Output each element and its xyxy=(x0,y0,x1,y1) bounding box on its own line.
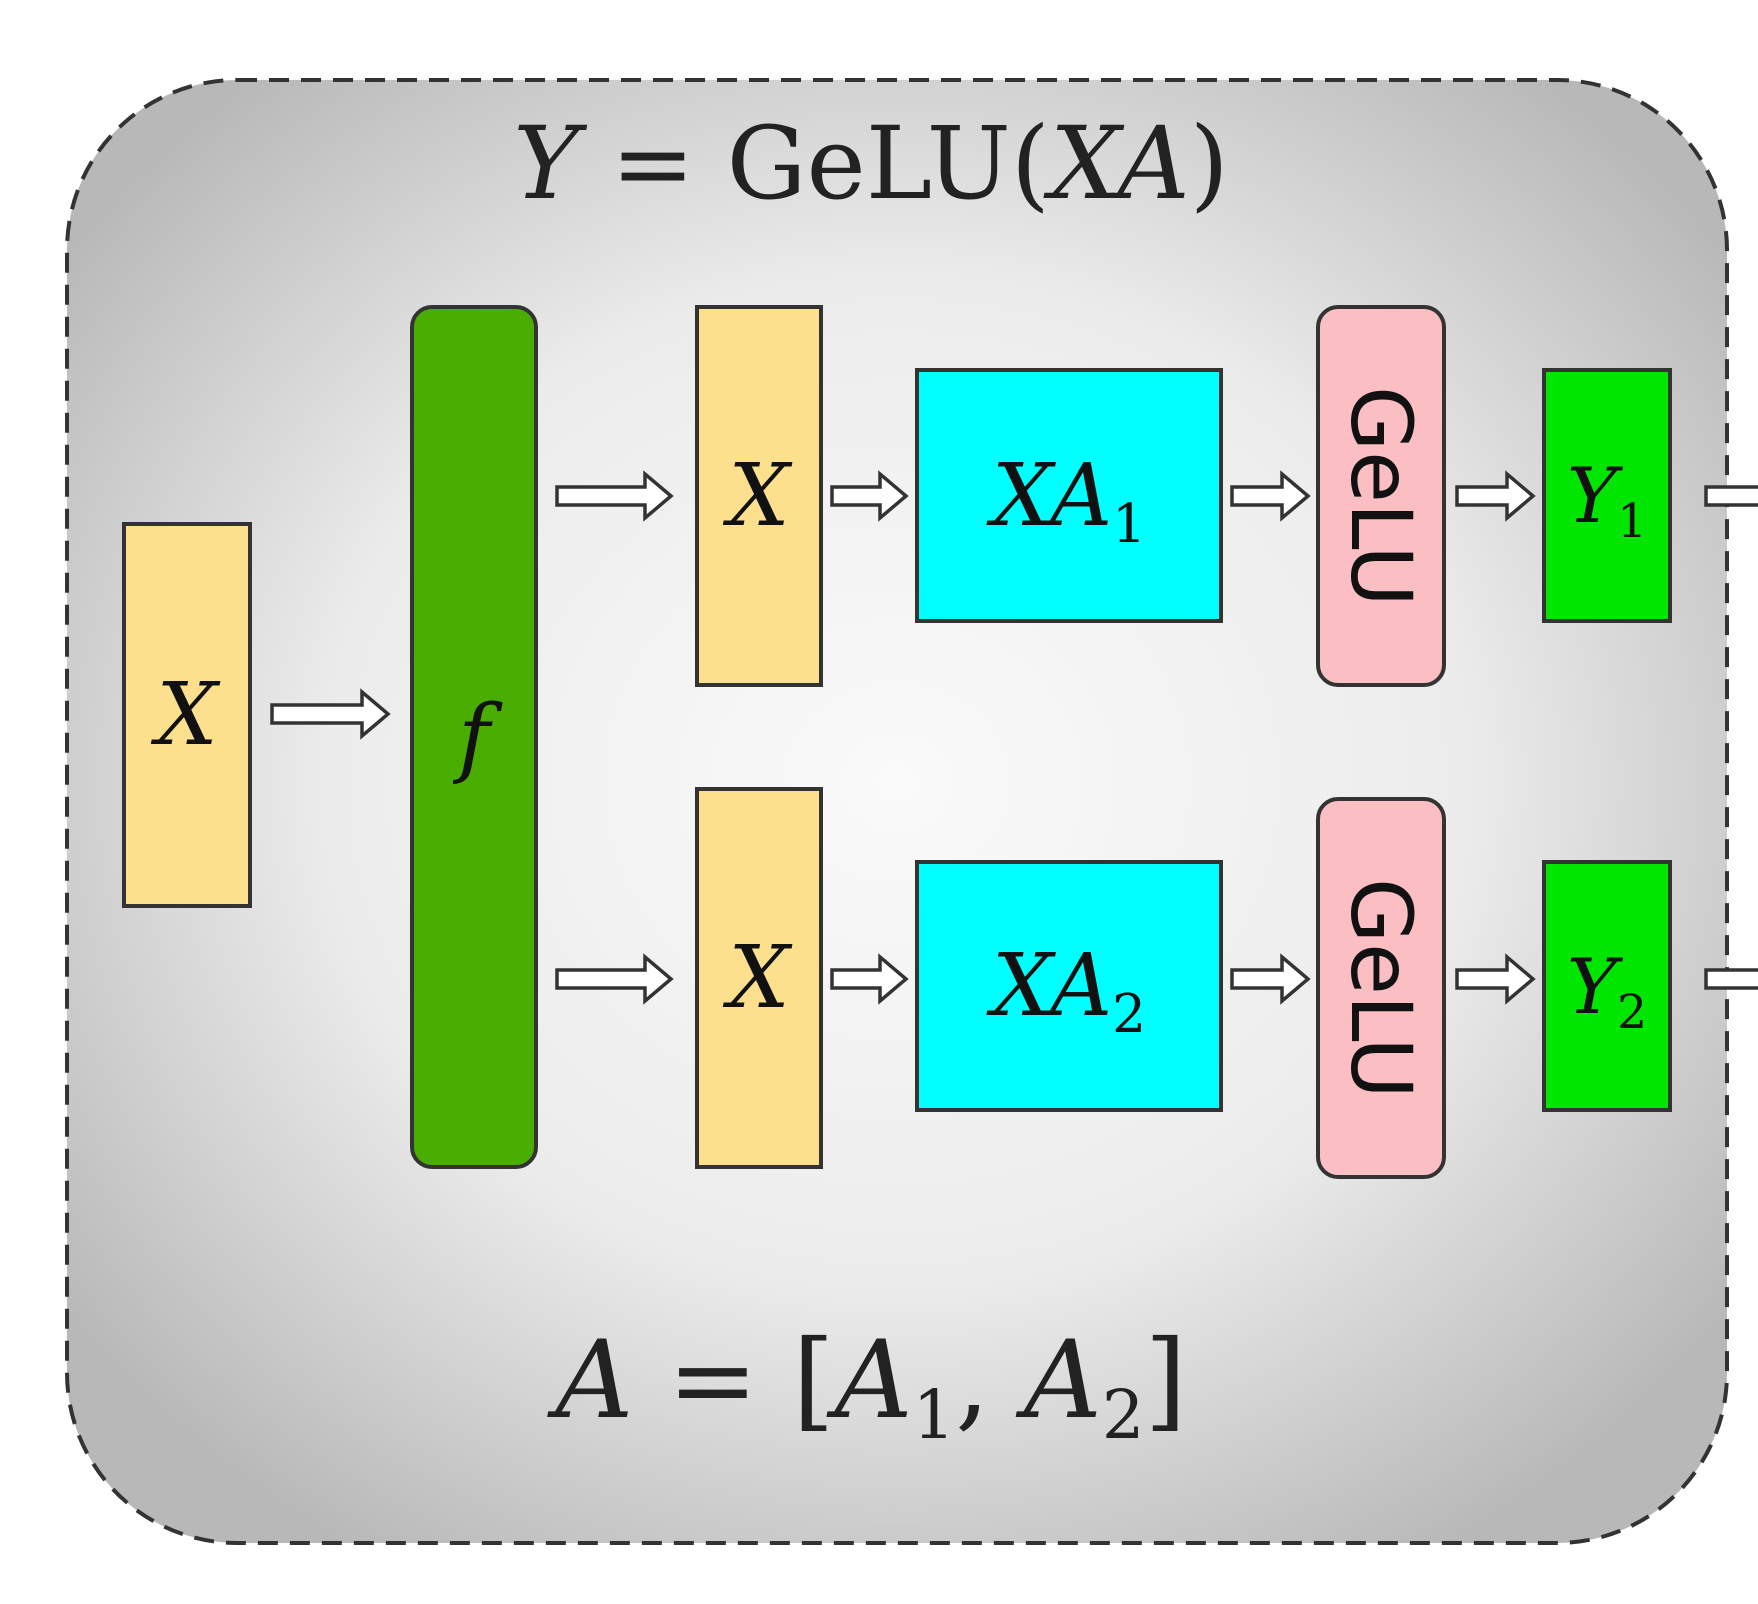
branch1-matmul-box: XA1 xyxy=(915,368,1223,623)
arrow-x1-to-xa1 xyxy=(830,470,909,522)
branch1-x-label: X xyxy=(728,446,790,546)
branch1-gelu-box: GeLU xyxy=(1316,305,1446,687)
input-x-label: X xyxy=(156,665,218,765)
eq-bottom-lhs: A xyxy=(555,1318,634,1443)
input-x-box: X xyxy=(122,522,252,908)
branch2-output-sub: 2 xyxy=(1617,984,1648,1040)
branch1-output-label: Y xyxy=(1566,451,1618,540)
branch2-matmul-sub: 2 xyxy=(1112,983,1147,1046)
branch2-matmul-label: XA xyxy=(991,936,1113,1036)
split-f-label: f xyxy=(458,687,490,787)
branch1-matmul-label: XA xyxy=(991,445,1113,546)
eq-bottom-op: = xyxy=(667,1318,759,1443)
eq-bottom-a2: A xyxy=(1023,1318,1102,1443)
branch1-output-sub: 1 xyxy=(1617,494,1648,550)
arrow-y2-out xyxy=(1704,968,1758,990)
eq-bottom-a1: A xyxy=(834,1318,913,1443)
branch1-output-box: Y1 xyxy=(1542,368,1672,623)
arrow-gelu1-to-y1 xyxy=(1455,470,1536,522)
branch1-matmul-sub: 1 xyxy=(1112,492,1147,555)
branch2-matmul-box: XA2 xyxy=(915,860,1223,1112)
split-f-box: f xyxy=(410,305,538,1169)
top-equation: Y = GeLU(XA) xyxy=(513,105,1229,222)
branch2-x-box: X xyxy=(695,787,823,1169)
arrow-xa1-to-gelu1 xyxy=(1230,470,1311,522)
branch2-gelu-box: GeLU xyxy=(1316,797,1446,1179)
eq-bottom-a1-sub: 1 xyxy=(912,1376,956,1455)
branch2-gelu-label: GeLU xyxy=(1332,877,1430,1099)
branch1-x-box: X xyxy=(695,305,823,687)
eq-bottom-a2-sub: 2 xyxy=(1101,1376,1145,1455)
arrow-xa2-to-gelu2 xyxy=(1230,953,1311,1005)
eq-top-lhs: Y xyxy=(513,105,580,222)
arrow-y1-out xyxy=(1704,485,1758,507)
branch2-output-box: Y2 xyxy=(1542,860,1672,1112)
branch2-output-label: Y xyxy=(1566,941,1618,1031)
arrow-x2-to-xa2 xyxy=(830,953,909,1005)
arrow-f-to-x2 xyxy=(555,953,674,1005)
branch1-gelu-label: GeLU xyxy=(1332,385,1430,607)
arrows xyxy=(270,470,1758,1005)
bottom-equation: A = [A1, A2] xyxy=(555,1318,1187,1455)
eq-top-op: = xyxy=(611,105,695,222)
eq-top-arg: XA xyxy=(1049,105,1190,222)
arrow-gelu2-to-y2 xyxy=(1455,953,1536,1005)
arrow-f-to-x1 xyxy=(555,470,674,522)
arrow-input-to-f xyxy=(270,688,391,740)
eq-top-fn: GeLU xyxy=(726,105,1011,222)
branch2-x-label: X xyxy=(728,928,790,1028)
